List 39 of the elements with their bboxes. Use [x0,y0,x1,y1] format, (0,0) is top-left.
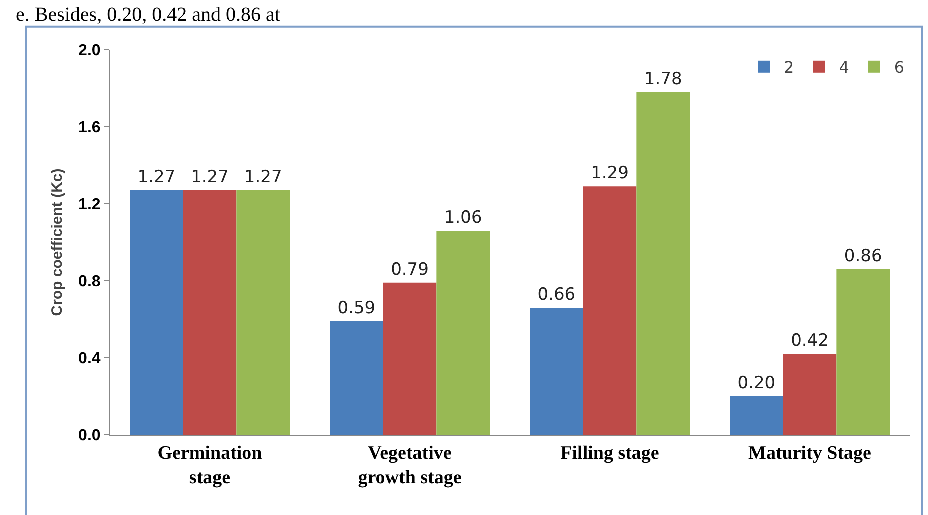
data-label: 0.86 [844,246,882,266]
bar [383,282,437,435]
y-tick-label: 0.4 [78,350,101,368]
bar [236,190,290,435]
data-label: 0.66 [538,284,576,305]
bar [730,396,784,435]
text: e. Besides, 0.20, 0.42 and 0.86 at [16,4,281,26]
bar [130,190,184,435]
y-axis-title: Crop coefficient (Kc) [48,168,66,316]
y-tick-label: 2.0 [78,42,101,60]
data-label: 1.27 [244,168,282,188]
data-label: 0.59 [338,298,376,318]
x-tick-label: Vegetative growth stage [358,442,462,488]
bar [836,269,890,435]
x-tick-label: Filling stage [560,442,660,464]
bar [183,190,237,435]
data-label: 1.29 [591,164,629,184]
data-label: 1.27 [138,168,176,188]
bar [436,230,490,435]
bar [530,308,584,435]
y-tick-label: 1.2 [78,196,101,214]
bar [583,186,637,435]
bar [783,354,837,435]
legend-label: 4 [839,58,850,78]
y-tick-label: 0.0 [78,428,101,445]
data-label: 1.78 [644,69,682,90]
bar [330,321,384,435]
y-tick-label: 1.6 [78,120,101,137]
data-label: 0.42 [791,331,829,352]
legend-label: 2 [784,58,794,78]
data-label: 0.79 [391,260,429,280]
x-tick-label: Maturity Stage [748,442,872,464]
data-label: 0.20 [738,374,776,394]
legend-label: 6 [894,58,905,78]
data-label: 1.27 [191,168,229,188]
bar [636,92,690,435]
data-label: 1.06 [444,208,482,228]
x-tick-label: Germination stage [158,442,263,488]
y-tick-label: 0.8 [78,274,101,291]
